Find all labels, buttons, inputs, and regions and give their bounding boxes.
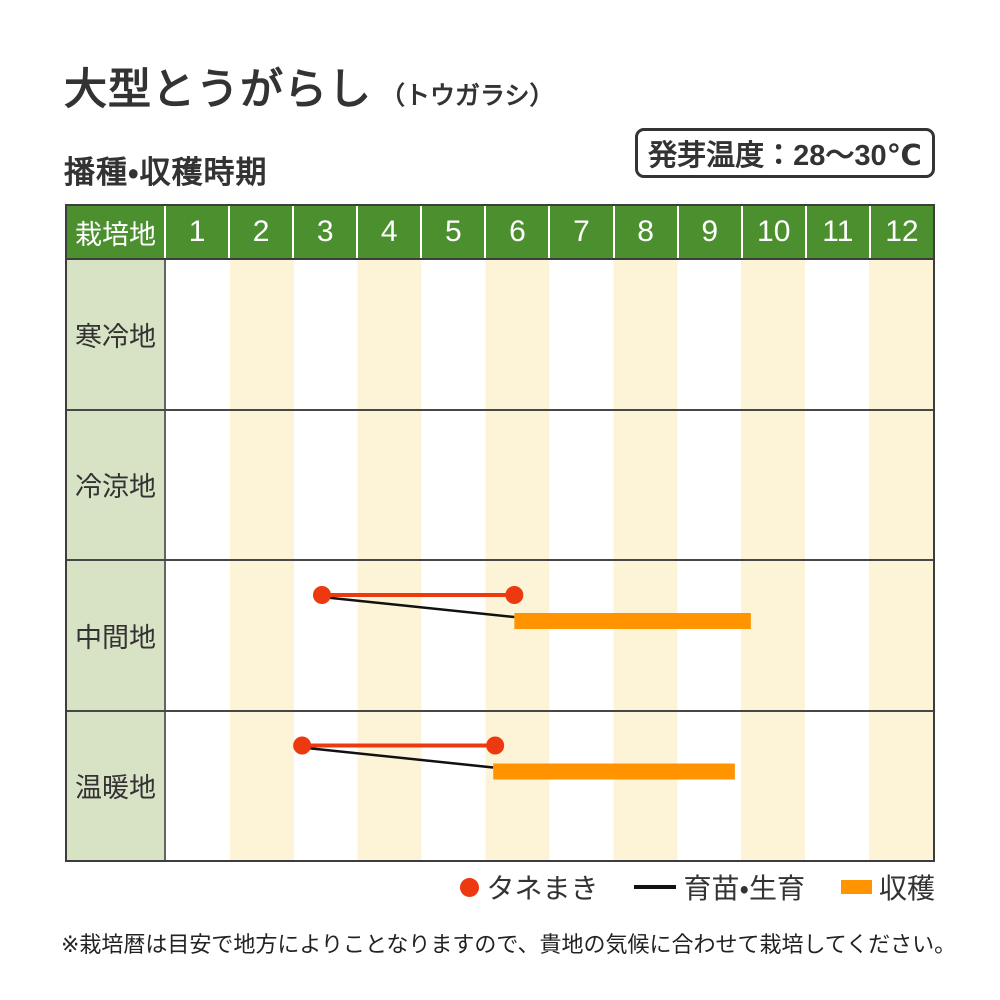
germination-temp-label: 発芽温度：28〜30℃ (648, 140, 922, 172)
month-header-12: 12 (868, 206, 933, 258)
calendar-body: 寒冷地 冷涼地 中間地 温暖地 (67, 258, 933, 860)
month-header-7: 7 (548, 206, 612, 258)
corner-header-cell: 栽培地 (75, 219, 156, 250)
crop-name: 大型とうがらし (64, 66, 372, 114)
region-chart-area (166, 561, 933, 710)
sowing-dot-icon (460, 877, 480, 897)
region-row-寒冷地: 寒冷地 (67, 258, 933, 409)
month-header-6: 6 (484, 206, 548, 258)
month-header-4: 4 (356, 206, 420, 258)
legend-item-nursery: 育苗・生育 (634, 867, 805, 907)
month-header-1: 1 (164, 206, 228, 258)
germination-temp-box: 発芽温度：28〜30℃ (635, 128, 935, 178)
harvest-bar-icon (840, 880, 872, 894)
month-header-8: 8 (612, 206, 677, 258)
region-row-温暖地: 温暖地 (67, 709, 933, 860)
month-header-10: 10 (740, 206, 805, 258)
legend-label-sowing: タネまき (486, 873, 599, 904)
month-header-3: 3 (292, 206, 356, 258)
region-label: 寒冷地 (67, 260, 166, 409)
region-label: 温暖地 (67, 711, 166, 860)
region-label: 冷涼地 (67, 410, 166, 559)
region-chart-area (166, 410, 933, 559)
legend: タネまき 育苗・生育 収穫 (0, 869, 935, 905)
region-row-中間地: 中間地 (67, 559, 933, 710)
region-chart-area (166, 711, 933, 860)
legend-item-harvest: 収穫 (840, 867, 935, 907)
region-chart-area (166, 260, 933, 409)
legend-label-harvest: 収穫 (878, 873, 935, 904)
month-header-9: 9 (676, 206, 741, 258)
legend-label-nursery: 育苗・生育 (683, 873, 805, 904)
calendar-header-row: 栽培地 1 2 3 4 5 6 7 8 9 10 11 12 (67, 206, 933, 258)
month-header-2: 2 (228, 206, 292, 258)
footer-note: ※栽培暦は目安で地方によりことなりますので、貴地の気候に合わせて栽培してください… (61, 932, 957, 957)
month-header-11: 11 (804, 206, 869, 258)
month-header-5: 5 (420, 206, 484, 258)
section-title: 播種・収穫時期 (64, 155, 268, 190)
crop-reading: （トウガラシ） (380, 82, 555, 110)
region-row-冷涼地: 冷涼地 (67, 408, 933, 559)
sowing-harvest-calendar: 栽培地 1 2 3 4 5 6 7 8 9 10 11 12 寒冷地 冷涼地 中間地 温暖地 (65, 204, 935, 862)
nursery-line-icon (634, 885, 677, 889)
page-title: 大型とうがらし （トウガラシ） (64, 55, 555, 117)
region-label: 中間地 (67, 561, 166, 710)
legend-item-sowing: タネまき (460, 867, 598, 907)
